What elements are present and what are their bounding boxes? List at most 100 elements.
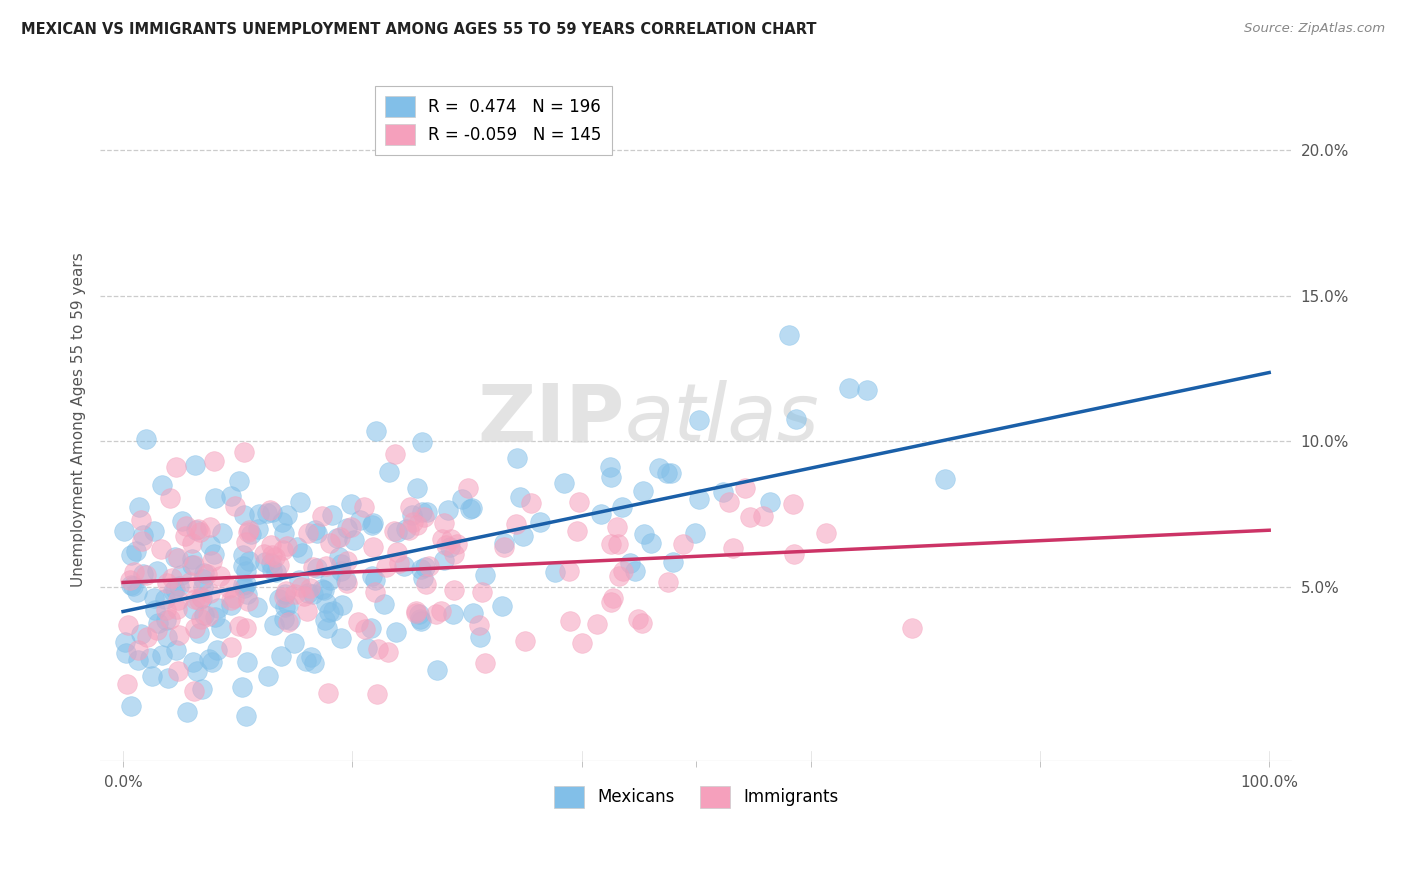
Point	[143, 603, 166, 617]
Point	[260, 538, 283, 552]
Point	[607, 569, 630, 583]
Point	[190, 591, 212, 605]
Point	[405, 604, 427, 618]
Point	[190, 612, 212, 626]
Point	[408, 612, 430, 626]
Point	[392, 559, 415, 574]
Y-axis label: Unemployment Among Ages 55 to 59 years: Unemployment Among Ages 55 to 59 years	[72, 252, 86, 587]
Point	[318, 605, 340, 619]
Point	[221, 598, 243, 612]
Point	[425, 607, 447, 621]
Point	[276, 508, 298, 522]
Point	[461, 501, 484, 516]
Point	[163, 582, 186, 596]
Point	[406, 517, 429, 532]
Point	[233, 582, 256, 596]
Point	[415, 577, 437, 591]
Point	[662, 555, 685, 569]
Point	[688, 492, 710, 507]
Point	[509, 491, 531, 505]
Point	[401, 508, 423, 522]
Point	[127, 585, 149, 599]
Point	[752, 508, 775, 523]
Point	[155, 614, 177, 628]
Point	[159, 611, 181, 625]
Point	[120, 699, 142, 714]
Point	[373, 597, 395, 611]
Point	[233, 508, 256, 522]
Point	[253, 555, 276, 569]
Legend: Mexicans, Immigrants: Mexicans, Immigrants	[547, 780, 845, 814]
Point	[139, 651, 162, 665]
Point	[118, 574, 141, 588]
Point	[167, 551, 190, 566]
Point	[599, 537, 621, 551]
Point	[236, 525, 259, 540]
Point	[353, 500, 375, 514]
Point	[146, 564, 169, 578]
Point	[600, 470, 623, 484]
Point	[186, 664, 208, 678]
Point	[717, 494, 740, 508]
Point	[347, 615, 370, 630]
Point	[426, 663, 449, 677]
Point	[657, 466, 679, 480]
Point	[148, 615, 170, 630]
Point	[142, 591, 165, 605]
Point	[349, 513, 371, 527]
Point	[506, 450, 529, 465]
Point	[648, 461, 671, 475]
Point	[173, 529, 195, 543]
Point	[276, 540, 298, 554]
Point	[211, 526, 233, 541]
Point	[204, 547, 226, 561]
Point	[316, 686, 339, 700]
Point	[565, 524, 588, 538]
Point	[274, 587, 297, 601]
Point	[155, 603, 177, 617]
Point	[209, 568, 232, 582]
Point	[471, 585, 494, 599]
Point	[329, 631, 352, 645]
Point	[340, 520, 363, 534]
Point	[228, 474, 250, 488]
Text: atlas: atlas	[624, 380, 820, 458]
Point	[543, 566, 565, 580]
Point	[186, 524, 208, 538]
Point	[901, 621, 924, 635]
Point	[285, 540, 308, 554]
Point	[436, 502, 458, 516]
Point	[231, 680, 253, 694]
Text: MEXICAN VS IMMIGRANTS UNEMPLOYMENT AMONG AGES 55 TO 59 YEARS CORRELATION CHART: MEXICAN VS IMMIGRANTS UNEMPLOYMENT AMONG…	[21, 22, 817, 37]
Point	[659, 466, 682, 480]
Point	[181, 655, 204, 669]
Point	[176, 705, 198, 719]
Point	[155, 576, 177, 591]
Point	[232, 577, 254, 591]
Point	[260, 556, 283, 570]
Point	[571, 636, 593, 650]
Point	[377, 466, 399, 480]
Point	[115, 677, 138, 691]
Point	[384, 447, 406, 461]
Point	[117, 617, 139, 632]
Point	[166, 665, 188, 679]
Point	[219, 489, 242, 503]
Point	[291, 546, 314, 560]
Point	[785, 412, 807, 426]
Point	[409, 561, 432, 575]
Point	[167, 579, 190, 593]
Point	[191, 681, 214, 696]
Point	[387, 545, 409, 559]
Point	[165, 549, 187, 564]
Point	[721, 541, 744, 556]
Point	[274, 583, 297, 598]
Point	[388, 556, 411, 570]
Text: ZIP: ZIP	[478, 380, 624, 458]
Point	[311, 582, 333, 596]
Point	[377, 645, 399, 659]
Point	[460, 501, 482, 516]
Point	[627, 612, 650, 626]
Point	[416, 505, 439, 519]
Point	[322, 604, 344, 618]
